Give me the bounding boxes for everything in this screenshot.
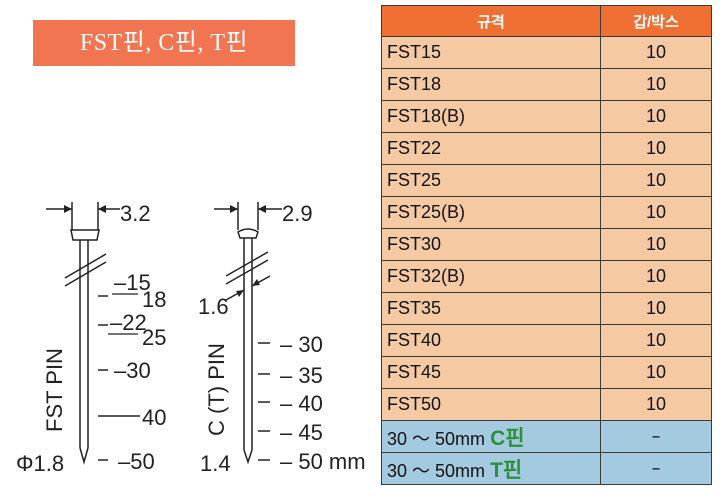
ct-mark-30: – 30 — [280, 332, 323, 357]
fst-mark-15: –15 — [114, 270, 151, 295]
ct-pin-diagram — [214, 202, 282, 465]
spec-name: FST18 — [381, 68, 601, 101]
spec-name: FST30 — [381, 228, 601, 261]
ct-shank-width: 1.6 — [198, 294, 229, 319]
spec-qty: 10 — [600, 100, 712, 133]
spec-qty: 10 — [600, 260, 712, 293]
spec-qty: 10 — [600, 68, 712, 101]
table-row-c-pin: 30 ～ 50mm C핀 – — [381, 420, 712, 453]
fst-diameter: Φ1.8 — [16, 451, 64, 476]
spec-table: 규격 갑/박스 FST15 10 FST18 10 FST18(B) 10 FST22… — [381, 5, 712, 485]
ct-mark-35: – 35 — [280, 363, 323, 388]
table-row: FST32(B) 10 — [381, 260, 712, 293]
spec-qty: 10 — [600, 292, 712, 325]
fst-mark-30: –30 — [114, 358, 151, 383]
fst-mark-50: –50 — [118, 449, 155, 474]
pin-letter: C — [490, 426, 506, 450]
ct-mark-50: – 50 mm — [280, 449, 366, 474]
fst-head-width: 3.2 — [120, 201, 151, 226]
table-row: FST35 10 — [381, 292, 712, 325]
spec-qty: 10 — [600, 388, 712, 421]
table-row: FST40 10 — [381, 324, 712, 357]
page-title: FST핀, C핀, T핀 — [33, 20, 295, 66]
fst-pin-label: FST PIN — [42, 348, 67, 432]
ct-head-width: 2.9 — [282, 201, 313, 226]
table-row: FST18 10 — [381, 68, 712, 101]
pin-suffix: 핀 — [505, 426, 525, 450]
spec-qty: 10 — [600, 36, 712, 69]
pin-dimension-drawing: 3.2 –15 18 –22 25 –30 40 –50 Φ1.8 FST PI… — [16, 201, 366, 476]
spec-qty: – — [600, 420, 712, 453]
spec-name: FST50 — [381, 388, 601, 421]
ct-mark-45: – 45 — [280, 420, 323, 445]
ct-diameter: 1.4 — [200, 451, 231, 476]
fst-pin-diagram — [46, 202, 140, 465]
table-row: FST22 10 — [381, 132, 712, 165]
fst-mark-40: 40 — [142, 405, 166, 430]
spec-name: FST25 — [381, 164, 601, 197]
spec-qty: 10 — [600, 132, 712, 165]
spec-qty: 10 — [600, 196, 712, 229]
spec-qty: 10 — [600, 324, 712, 357]
pin-letter: T — [490, 458, 503, 482]
fst-mark-25: 25 — [142, 325, 166, 350]
spec-name: 30 ～ 50mm C핀 — [381, 420, 601, 453]
header-spec: 규격 — [381, 5, 601, 37]
table-row: FST25 10 — [381, 164, 712, 197]
spec-name: FST25(B) — [381, 196, 601, 229]
table-row: FST25(B) 10 — [381, 196, 712, 229]
ct-pin-label: C (T) PIN — [204, 343, 229, 436]
fst-mark-18: 18 — [142, 287, 166, 312]
table-row-t-pin: 30 ～ 50mm T핀 – — [381, 452, 712, 485]
spec-qty: 10 — [600, 228, 712, 261]
table-row: FST45 10 — [381, 356, 712, 389]
pin-range: 30 ～ 50mm — [387, 428, 486, 449]
spec-name: FST32(B) — [381, 260, 601, 293]
spec-qty: 10 — [600, 356, 712, 389]
spec-name: FST35 — [381, 292, 601, 325]
spec-name: FST15 — [381, 36, 601, 69]
spec-name: 30 ～ 50mm T핀 — [381, 452, 601, 485]
spec-qty: 10 — [600, 164, 712, 197]
spec-name: FST45 — [381, 356, 601, 389]
table-row: FST15 10 — [381, 36, 712, 69]
fst-mark-22: –22 — [110, 310, 147, 335]
spec-name: FST22 — [381, 132, 601, 165]
spec-name: FST18(B) — [381, 100, 601, 133]
header-qty: 갑/박스 — [600, 5, 712, 37]
table-header-row: 규격 갑/박스 — [381, 5, 712, 37]
ct-mark-40: – 40 — [280, 391, 323, 416]
spec-qty: – — [600, 452, 712, 485]
table-row: FST18(B) 10 — [381, 100, 712, 133]
table-row: FST50 10 — [381, 388, 712, 421]
pin-suffix: 핀 — [502, 458, 523, 482]
table-row: FST30 10 — [381, 228, 712, 261]
spec-name: FST40 — [381, 324, 601, 357]
pin-range: 30 ～ 50mm — [387, 460, 486, 481]
